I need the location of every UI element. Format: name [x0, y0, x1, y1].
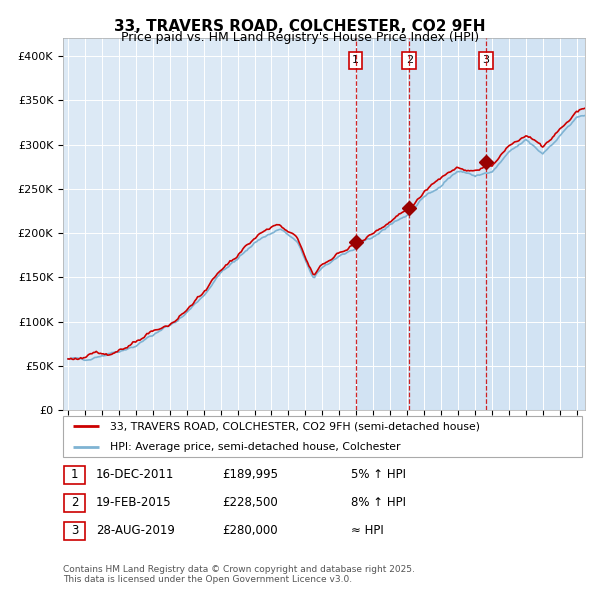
Text: £189,995: £189,995 — [222, 468, 278, 481]
Text: £280,000: £280,000 — [222, 524, 278, 537]
Text: Price paid vs. HM Land Registry's House Price Index (HPI): Price paid vs. HM Land Registry's House … — [121, 31, 479, 44]
Text: 3: 3 — [482, 55, 490, 65]
FancyBboxPatch shape — [64, 522, 85, 540]
FancyBboxPatch shape — [64, 466, 85, 484]
FancyBboxPatch shape — [64, 494, 85, 512]
Text: Contains HM Land Registry data © Crown copyright and database right 2025.
This d: Contains HM Land Registry data © Crown c… — [63, 565, 415, 584]
Text: 33, TRAVERS ROAD, COLCHESTER, CO2 9FH (semi-detached house): 33, TRAVERS ROAD, COLCHESTER, CO2 9FH (s… — [110, 421, 480, 431]
Text: HPI: Average price, semi-detached house, Colchester: HPI: Average price, semi-detached house,… — [110, 442, 400, 452]
Text: 2: 2 — [406, 55, 413, 65]
Text: 5% ↑ HPI: 5% ↑ HPI — [351, 468, 406, 481]
Text: 16-DEC-2011: 16-DEC-2011 — [96, 468, 175, 481]
Text: ≈ HPI: ≈ HPI — [351, 524, 384, 537]
Text: 8% ↑ HPI: 8% ↑ HPI — [351, 496, 406, 509]
Text: 28-AUG-2019: 28-AUG-2019 — [96, 524, 175, 537]
Bar — [356, 38, 585, 410]
Text: 1: 1 — [71, 468, 78, 481]
Text: 1: 1 — [352, 55, 359, 65]
Text: 19-FEB-2015: 19-FEB-2015 — [96, 496, 172, 509]
Text: 33, TRAVERS ROAD, COLCHESTER, CO2 9FH: 33, TRAVERS ROAD, COLCHESTER, CO2 9FH — [114, 19, 486, 34]
Text: £228,500: £228,500 — [222, 496, 278, 509]
FancyBboxPatch shape — [63, 416, 582, 457]
Text: 2: 2 — [71, 496, 78, 509]
Text: 3: 3 — [71, 525, 78, 537]
